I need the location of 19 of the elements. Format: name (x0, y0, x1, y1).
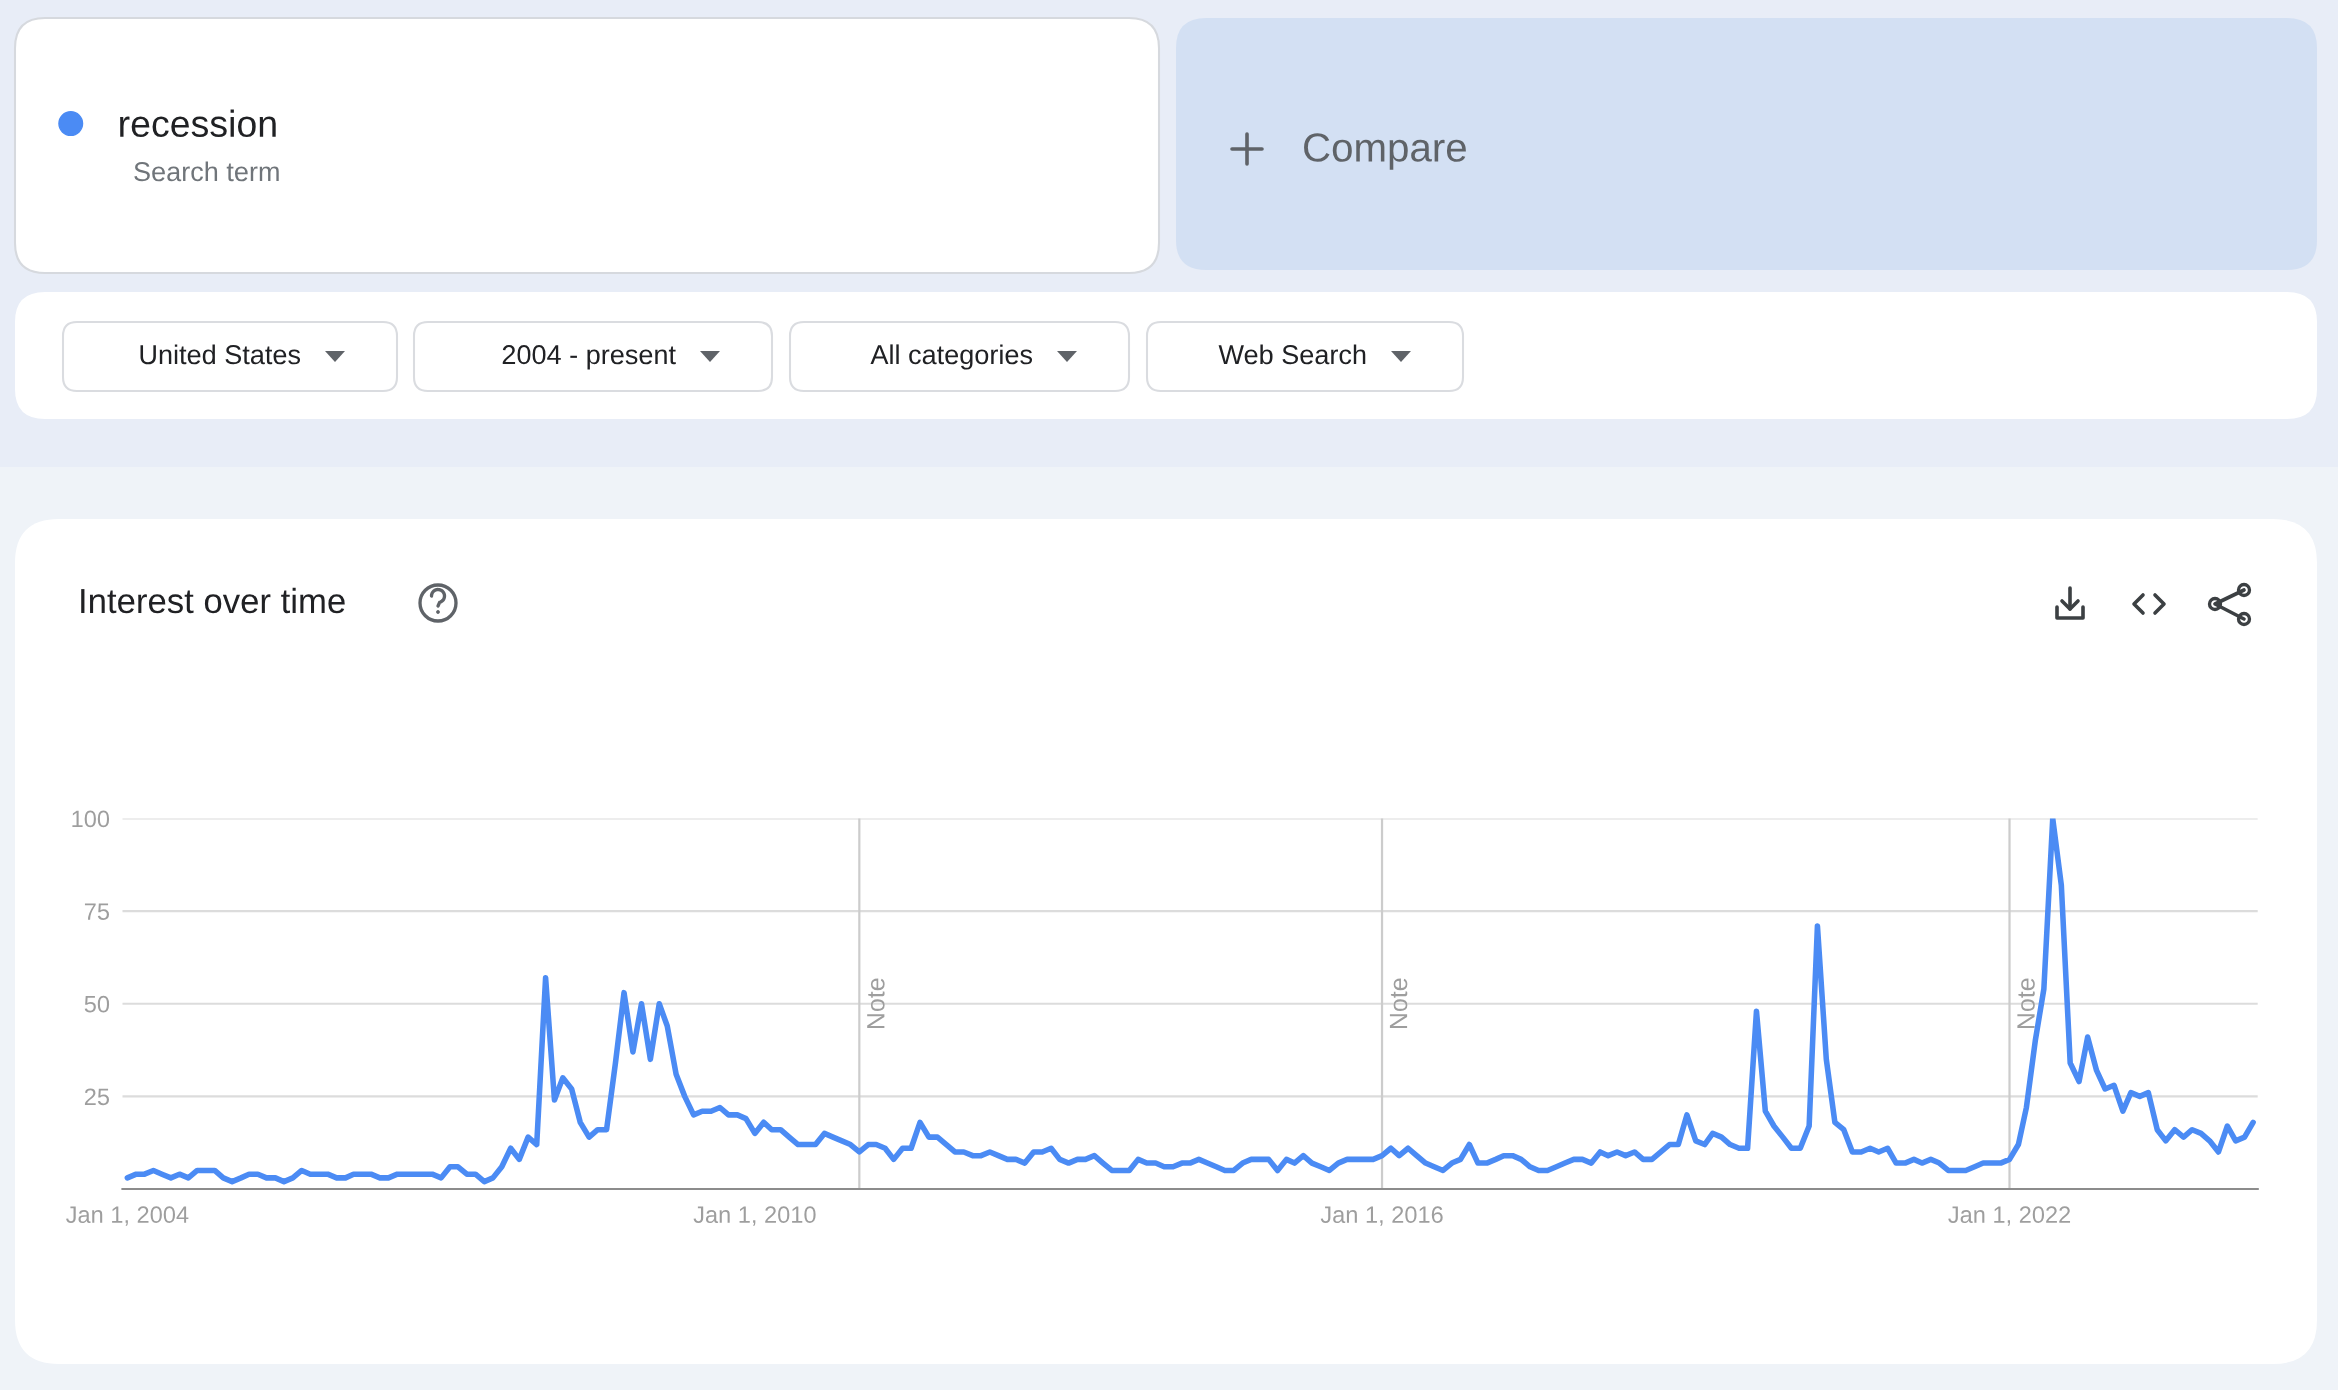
ref-line-label: Note (2017, 978, 2035, 1029)
text: 2004 - present (502, 345, 676, 370)
x-tick-label: Jan 1, 2004 (66, 1206, 189, 1226)
text: All categories (870, 344, 1033, 370)
ref-line-label: Note (867, 978, 885, 1029)
x-tick-label: Jan 1, 2022 (1948, 1206, 2071, 1226)
text: Compare (1304, 133, 1466, 170)
x-tick-label: Jan 1, 2016 (1320, 1206, 1443, 1226)
y-tick-label: 100 (72, 810, 110, 828)
x-tick-label: Jan 1, 2010 (693, 1206, 816, 1226)
legend-label: recession (120, 109, 276, 138)
text: Search term (134, 161, 279, 182)
y-tick-label: 75 (84, 903, 110, 920)
y-tick-label: 50 (84, 995, 110, 1013)
chart-title: Interest over time (81, 587, 345, 614)
text: United States (140, 344, 301, 365)
ref-line-label: Note (1389, 978, 1408, 1029)
y-tick-label: 25 (84, 1088, 110, 1106)
text: Web Search (1218, 344, 1366, 365)
